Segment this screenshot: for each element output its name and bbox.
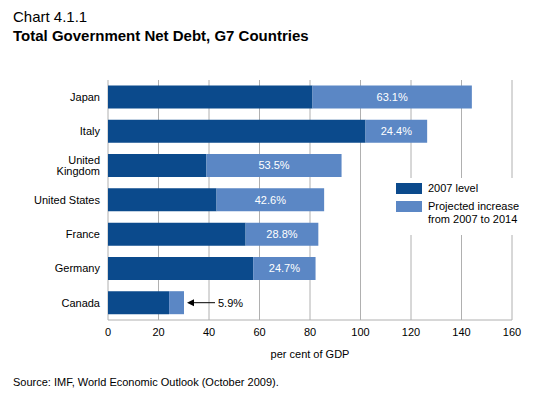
svg-text:Japan: Japan (70, 91, 100, 103)
html-text:Source: IMF, World Economic Ou: Source: IMF, World Economic Outlook (Oct… (13, 376, 279, 388)
svg-text:France: France (66, 228, 100, 240)
svg-text:United States: United States (34, 194, 101, 206)
svg-text:140: 140 (452, 326, 470, 338)
svg-text:40: 40 (203, 326, 215, 338)
html-text:2007 level: 2007 level (428, 182, 479, 194)
html-text:Chart 4.1.1: Chart 4.1.1 (13, 8, 88, 25)
svg-text:Italy: Italy (80, 125, 101, 137)
svg-text:53.5%: 53.5% (258, 159, 289, 171)
svg-text:Canada: Canada (61, 297, 100, 309)
svg-text:per cent of GDP: per cent of GDP (271, 348, 350, 360)
svg-text:0: 0 (105, 326, 111, 338)
svg-text:60: 60 (253, 326, 265, 338)
svg-text:28.8%: 28.8% (266, 228, 297, 240)
svg-text:80: 80 (304, 326, 316, 338)
svg-text:63.1%: 63.1% (377, 91, 408, 103)
svg-text:42.6%: 42.6% (255, 194, 286, 206)
svg-text:160: 160 (503, 326, 521, 338)
svg-text:20: 20 (152, 326, 164, 338)
html-text:Total Government Net Debt, G7: Total Government Net Debt, G7 Countries (13, 27, 309, 44)
svg-text:24.4%: 24.4% (381, 125, 412, 137)
html-text:Projected increase from 2007 t: Projected increase from 2007 to 2014 (428, 200, 520, 225)
svg-text:5.9%: 5.9% (218, 297, 243, 309)
svg-text:120: 120 (402, 326, 420, 338)
svg-text:100: 100 (351, 326, 369, 338)
svg-text:24.7%: 24.7% (269, 262, 300, 274)
svg-text:UnitedKingdom: UnitedKingdom (57, 154, 100, 177)
svg-text:Germany: Germany (55, 262, 101, 274)
